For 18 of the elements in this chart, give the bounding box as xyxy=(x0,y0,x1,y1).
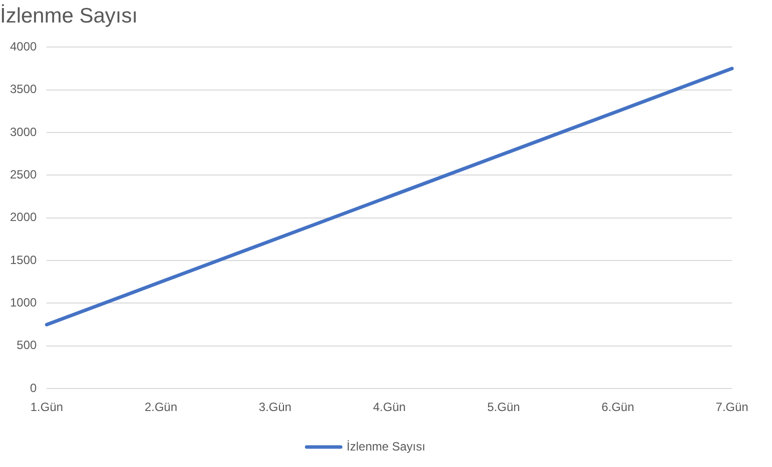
y-tick-label: 4000 xyxy=(10,40,38,54)
x-tick-label: 3.Gün xyxy=(258,400,292,414)
x-tick-label: 1.Gün xyxy=(30,400,64,414)
y-tick-label: 0 xyxy=(30,380,38,395)
x-tick-label: 4.Gün xyxy=(372,400,406,414)
x-tick-label: 7.Gün xyxy=(716,400,748,414)
y-tick-label: 500 xyxy=(16,338,38,352)
x-tick-label: 5.Gün xyxy=(487,400,520,414)
x-tick-label: 2.Gün xyxy=(144,400,178,414)
y-tick-label: 3000 xyxy=(10,124,38,139)
x-tick-label: 6.Gün xyxy=(601,400,634,414)
y-tick-label: 3500 xyxy=(10,82,38,96)
y-tick-label: 1500 xyxy=(10,252,38,267)
y-tick-label: 1000 xyxy=(10,296,38,310)
legend-label: İzlenme Sayısı xyxy=(346,439,426,454)
chart-title: İzlenme Sayısı xyxy=(0,3,138,28)
y-tick-label: 2000 xyxy=(10,210,38,224)
y-tick-label: 2500 xyxy=(10,168,38,182)
